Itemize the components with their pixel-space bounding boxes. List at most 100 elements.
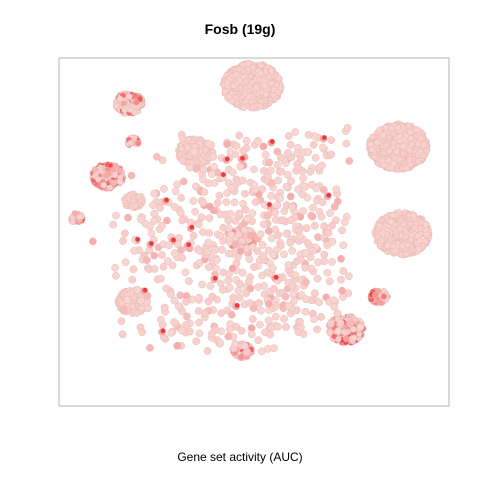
data-point bbox=[314, 258, 322, 267]
data-point bbox=[250, 165, 258, 174]
data-point bbox=[350, 325, 357, 333]
data-point bbox=[274, 176, 283, 185]
data-point bbox=[215, 191, 224, 200]
data-point bbox=[236, 280, 244, 289]
data-point bbox=[383, 141, 390, 149]
data-point bbox=[268, 264, 277, 273]
data-point bbox=[147, 229, 156, 238]
data-point bbox=[264, 246, 273, 255]
data-point bbox=[266, 201, 273, 208]
data-point bbox=[414, 232, 422, 240]
data-point bbox=[117, 95, 124, 103]
data-point bbox=[270, 344, 278, 353]
data-point bbox=[121, 258, 130, 267]
data-point bbox=[393, 148, 400, 155]
data-point bbox=[216, 210, 225, 219]
data-point bbox=[188, 224, 195, 231]
data-point bbox=[167, 290, 175, 299]
data-point bbox=[258, 271, 267, 280]
data-point bbox=[256, 102, 264, 110]
data-point bbox=[209, 206, 218, 215]
data-point bbox=[173, 341, 182, 350]
data-point bbox=[259, 142, 268, 151]
data-point bbox=[204, 179, 213, 188]
data-point bbox=[310, 315, 318, 324]
data-point bbox=[277, 153, 285, 162]
data-point bbox=[309, 140, 318, 149]
data-point bbox=[134, 139, 142, 147]
data-point bbox=[228, 264, 237, 273]
data-point bbox=[272, 301, 281, 310]
data-point bbox=[185, 277, 193, 285]
data-point bbox=[206, 282, 215, 290]
data-point bbox=[146, 344, 154, 352]
data-point bbox=[158, 221, 166, 230]
data-point bbox=[212, 275, 219, 282]
data-point bbox=[213, 295, 221, 304]
data-point bbox=[302, 224, 311, 233]
data-point bbox=[170, 318, 178, 326]
data-point bbox=[239, 147, 247, 155]
data-point bbox=[240, 341, 249, 350]
data-point bbox=[318, 161, 326, 170]
data-point bbox=[402, 233, 410, 241]
data-point bbox=[189, 231, 198, 240]
data-point bbox=[117, 317, 126, 325]
data-point bbox=[240, 104, 247, 112]
data-point bbox=[213, 198, 222, 207]
data-point bbox=[284, 261, 293, 269]
data-point bbox=[241, 90, 249, 98]
data-point bbox=[326, 320, 335, 328]
data-point bbox=[320, 222, 329, 230]
data-point bbox=[247, 330, 256, 339]
data-point bbox=[227, 310, 236, 319]
data-point bbox=[302, 278, 310, 286]
data-point bbox=[121, 107, 128, 114]
data-point bbox=[373, 139, 381, 146]
data-point bbox=[273, 201, 282, 210]
data-point bbox=[264, 316, 273, 325]
data-point bbox=[390, 139, 397, 147]
data-point bbox=[224, 216, 233, 225]
data-point bbox=[286, 140, 295, 149]
data-point bbox=[176, 291, 185, 300]
data-point bbox=[216, 231, 225, 240]
data-point bbox=[229, 168, 237, 177]
data-point bbox=[160, 328, 166, 334]
data-point bbox=[319, 143, 327, 152]
data-point bbox=[110, 166, 117, 173]
data-point bbox=[291, 271, 300, 280]
data-point bbox=[313, 325, 322, 334]
data-point bbox=[190, 147, 198, 156]
data-point bbox=[416, 135, 424, 142]
data-point bbox=[119, 237, 127, 245]
data-point bbox=[246, 284, 255, 293]
data-point bbox=[226, 148, 235, 156]
data-point bbox=[137, 296, 145, 305]
data-point bbox=[235, 131, 244, 140]
data-point bbox=[167, 329, 176, 337]
data-point bbox=[124, 213, 132, 222]
data-point bbox=[123, 200, 130, 207]
data-point bbox=[309, 246, 317, 255]
data-point bbox=[288, 282, 297, 290]
data-point bbox=[189, 197, 198, 205]
data-point bbox=[335, 335, 342, 343]
data-point bbox=[396, 133, 404, 140]
data-point bbox=[245, 277, 253, 286]
data-point bbox=[239, 61, 247, 69]
data-point bbox=[296, 317, 304, 326]
data-point bbox=[267, 191, 276, 200]
data-point bbox=[132, 202, 139, 210]
data-point bbox=[266, 330, 274, 339]
data-point bbox=[198, 280, 206, 289]
data-point bbox=[202, 147, 209, 154]
data-point bbox=[368, 146, 376, 153]
data-point bbox=[223, 140, 231, 149]
data-point bbox=[237, 326, 246, 335]
data-point bbox=[218, 245, 226, 254]
data-point bbox=[204, 238, 213, 247]
data-point bbox=[156, 204, 164, 212]
data-point bbox=[337, 275, 345, 284]
data-point bbox=[271, 225, 279, 234]
